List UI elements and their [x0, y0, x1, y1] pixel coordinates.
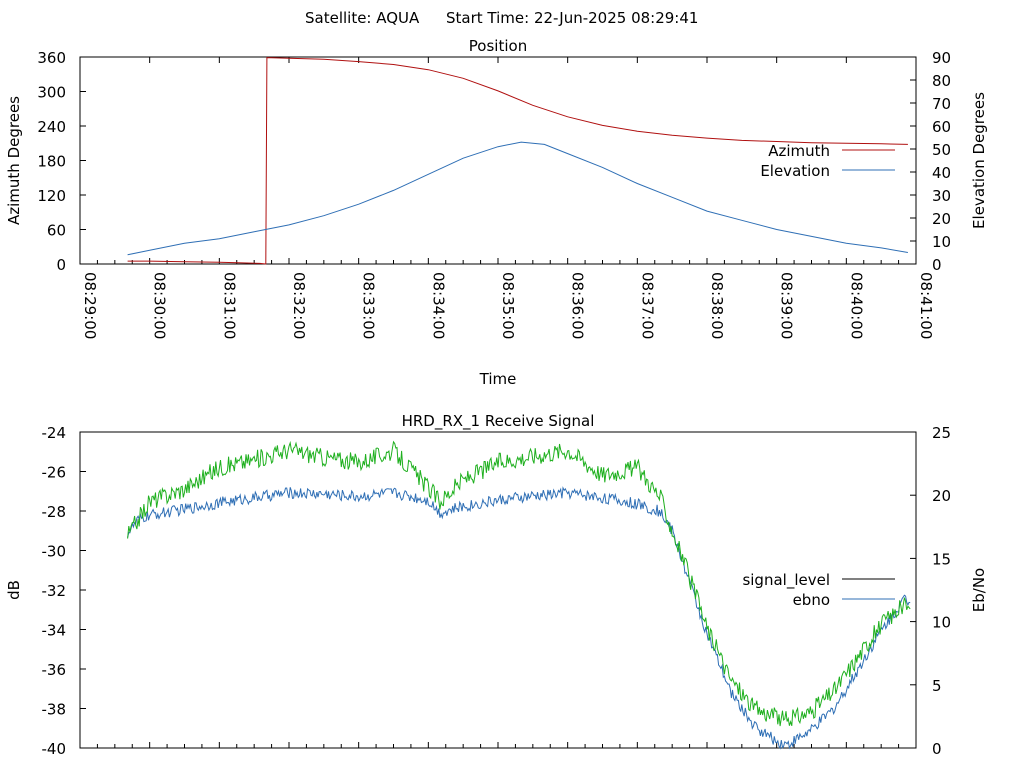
series-line-ebno [127, 486, 911, 750]
y-right-tick-label: 80 [932, 72, 951, 90]
y-left-tick-label: -38 [42, 701, 67, 719]
y-right-tick-label: 25 [932, 424, 951, 442]
x-tick-label: 08:36:00 [569, 272, 587, 339]
position-chart: Position 0 60 120 180 240 300 360 0 10 20 30 40 50 60 7… [5, 37, 988, 388]
y-left-tick-label: -28 [42, 503, 67, 521]
plot-frame [79, 431, 917, 749]
chart-title: Position [469, 37, 527, 55]
x-axis-label: Time [479, 370, 517, 388]
x-tick-label: 08:31:00 [220, 272, 238, 339]
y-right-tick-label: 5 [932, 677, 942, 695]
y-left-tick-label: -32 [42, 582, 67, 600]
y-right-tick-label: 0 [932, 256, 942, 274]
y-left-tick-label: 240 [37, 118, 66, 136]
legend-label: Elevation [760, 162, 830, 180]
y-left-tick-label: -26 [42, 464, 67, 482]
x-tick-label: 08:35:00 [499, 272, 517, 339]
y-left-tick-label: 0 [56, 256, 66, 274]
y-left-tick-label: -40 [42, 740, 67, 758]
y-right-tick-label: 50 [932, 141, 951, 159]
x-tick-label: 08:39:00 [778, 272, 796, 339]
x-tick-label: 08:33:00 [360, 272, 378, 339]
x-tick-label: 08:29:00 [81, 272, 99, 339]
y-right-tick-label: 10 [932, 233, 951, 251]
series-line-Azimuth [127, 57, 908, 265]
receive-signal-chart: HRD_RX_1 Receive Signal -40 -38 -36 -34 -32 -3… [5, 412, 988, 758]
x-tick-label: 08:32:00 [290, 272, 308, 339]
plot-frame [79, 56, 917, 265]
x-tick-label: 08:30:00 [151, 272, 169, 339]
y-left-tick-label: 120 [37, 187, 66, 205]
y-right-tick-label: 70 [932, 95, 951, 113]
series-line-unnamed-2 [127, 440, 911, 727]
y-right-axis-label: Elevation Degrees [970, 92, 988, 229]
y-left-tick-label: 180 [37, 153, 66, 171]
header: Satellite: AQUA Start Time: 22-Jun-2025 … [305, 9, 698, 27]
y-right-tick-label: 0 [932, 740, 942, 758]
chart-title: HRD_RX_1 Receive Signal [402, 412, 595, 431]
x-tick-label: 08:40:00 [847, 272, 865, 339]
x-tick-label: 08:37:00 [638, 272, 656, 339]
y-left-axis-label: dB [5, 580, 23, 600]
y-right-tick-label: 60 [932, 118, 951, 136]
y-left-tick-label: -30 [42, 543, 67, 561]
y-left-tick-label: 360 [37, 49, 66, 67]
legend-label: signal_level [742, 571, 830, 590]
satellite-label: Satellite: AQUA [305, 9, 420, 27]
y-right-tick-label: 20 [932, 487, 951, 505]
x-tick-label: 08:41:00 [917, 272, 935, 339]
series-line-Elevation [127, 141, 908, 256]
y-left-axis-label: Azimuth Degrees [5, 96, 23, 225]
start-time-label: Start Time: 22-Jun-2025 08:29:41 [446, 9, 698, 27]
y-right-tick-label: 15 [932, 550, 951, 568]
legend-label: ebno [793, 591, 830, 609]
y-right-axis-label: Eb/No [970, 568, 988, 612]
y-left-tick-label: -36 [42, 661, 67, 679]
legend-label: Azimuth [768, 142, 830, 160]
y-right-tick-label: 20 [932, 210, 951, 228]
y-right-tick-label: 40 [932, 164, 951, 182]
y-left-tick-label: 300 [37, 84, 66, 102]
y-right-tick-label: 30 [932, 187, 951, 205]
y-right-tick-label: 90 [932, 49, 951, 67]
y-right-tick-label: 10 [932, 614, 951, 632]
x-tick-label: 08:34:00 [429, 272, 447, 339]
y-left-tick-label: -34 [42, 622, 67, 640]
y-left-tick-label: 60 [47, 222, 66, 240]
y-left-tick-label: -24 [42, 424, 67, 442]
x-tick-label: 08:38:00 [708, 272, 726, 339]
